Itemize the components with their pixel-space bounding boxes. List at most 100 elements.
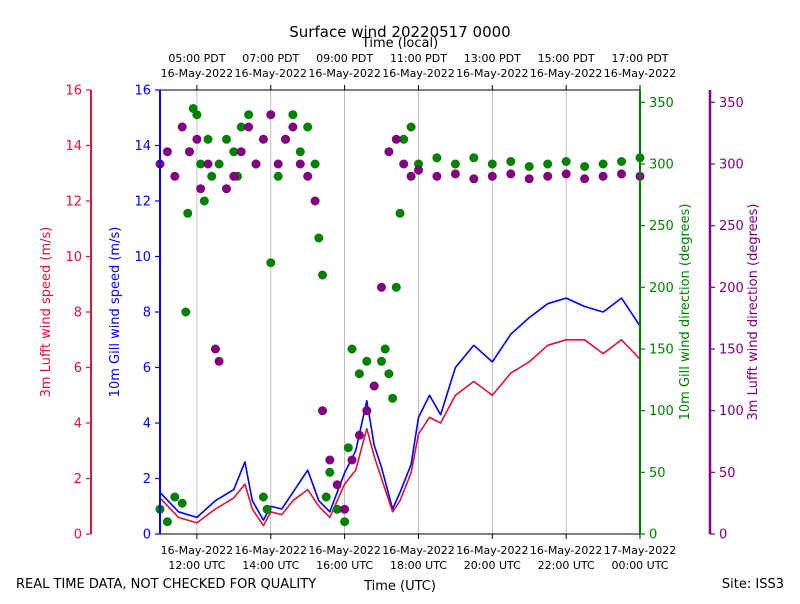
data-point [580,162,590,171]
lufft-direction-axis-tick-label: 300 [719,158,744,173]
data-point [406,122,416,132]
series-line [159,297,641,521]
data-point [617,169,626,179]
data-point [262,504,272,514]
gill-speed-axis-tick-label: 4 [143,417,151,432]
data-point [199,196,209,206]
data-point [170,492,180,502]
gill-direction-axis-tick-label: 100 [649,404,674,419]
data-point [343,443,353,453]
x-tick-label: 16-May-2022 [161,544,233,557]
data-point [192,110,202,120]
data-point [162,147,172,157]
x-tick-label: 16-May-2022 [456,544,528,557]
data-point [229,147,239,157]
data-point [524,162,534,171]
data-point [377,282,386,292]
data-point [347,344,357,354]
data-point [318,406,327,416]
data-point [222,134,231,144]
gill-direction-axis-tick-label: 50 [649,466,666,481]
site-label: Site: ISS3 [722,577,784,592]
data-point [303,122,313,132]
data-point [192,134,202,144]
data-point [414,159,423,169]
data-point [203,134,213,144]
gill-speed-axis-tick-label: 8 [143,306,151,321]
data-point [162,517,172,527]
lufft-direction-axis-tick-label: 100 [719,404,744,419]
lufft-direction-axis-tick-label: 0 [719,528,727,543]
data-point [469,153,479,163]
data-point [258,134,268,144]
x-tick-label: 00:00 UTC [611,559,668,572]
data-point [325,455,335,465]
lufft-direction-axis-tick-label: 350 [719,96,744,111]
data-point [617,157,626,166]
data-point [207,171,217,181]
data-point [210,344,220,354]
top-tick-label: 16-May-2022 [235,67,307,80]
data-point [295,159,305,169]
data-point [310,196,320,206]
lufft-speed-axis-tick-label: 6 [74,361,82,376]
data-point [391,282,401,292]
data-point [251,159,261,169]
x-tick-label: 12:00 UTC [168,559,225,572]
top-tick-label: 07:00 PDT [242,52,299,65]
data-point [487,159,497,169]
gill-direction-axis-label: 10m Gill wind direction (degrees) [678,204,693,421]
gill-direction-axis-tick-label: 300 [649,158,674,173]
data-point [177,498,187,508]
top-tick-label: 16-May-2022 [382,67,454,80]
gill-direction-axis-tick-label: 350 [649,96,674,111]
lufft-speed-axis-tick-label: 4 [74,417,82,432]
top-tick-label: 09:00 PDT [316,52,373,65]
data-point [222,184,231,194]
data-point [214,159,224,169]
x-tick-label: 22:00 UTC [538,559,595,572]
top-tick-label: 05:00 PDT [168,52,225,65]
x-tick-label: 16-May-2022 [235,544,307,557]
chart-title: Surface wind 20220517 0000 [289,23,510,41]
data-point [450,159,460,169]
data-point [388,393,398,403]
data-point [543,171,553,181]
data-point [384,147,394,157]
data-point [432,153,442,163]
data-point [183,208,193,218]
lufft-speed-axis-tick-label: 14 [65,139,82,154]
data-point [369,381,379,391]
gill-speed-axis-tick-label: 10 [134,250,151,265]
data-point [347,455,357,465]
x-tick-label: 20:00 UTC [464,559,521,572]
gill-speed-axis-tick-label: 16 [134,84,151,99]
x-tick-label: 16-May-2022 [382,544,454,557]
gill-speed-axis-tick-label: 2 [143,472,151,487]
data-point [580,174,590,184]
data-point [399,159,409,169]
data-point [469,174,479,184]
data-point [362,406,372,416]
data-point [340,504,350,514]
top-tick-label: 16-May-2022 [308,67,380,80]
data-point [229,171,239,181]
data-point [295,147,305,157]
x-tick-label: 16:00 UTC [316,559,373,572]
data-point [266,258,276,268]
data-point [185,147,194,157]
lufft-speed-axis-tick-label: 12 [65,195,82,210]
data-point [506,169,516,179]
top-tick-label: 16-May-2022 [161,67,233,80]
data-point [391,134,401,144]
data-point [310,159,320,169]
gill-direction-axis-tick-label: 200 [649,281,674,296]
lufft-speed-axis-tick-label: 8 [74,306,82,321]
x-tick-label: 16-May-2022 [308,544,380,557]
lufft-speed-axis-tick-label: 0 [74,528,82,543]
data-point [273,159,283,169]
data-point [395,208,405,218]
plot-layer: 16-May-2022 12:00 UTC 16-May-2022 14:00 UTC… [39,52,761,572]
gill-speed-axis-tick-label: 6 [143,361,151,376]
